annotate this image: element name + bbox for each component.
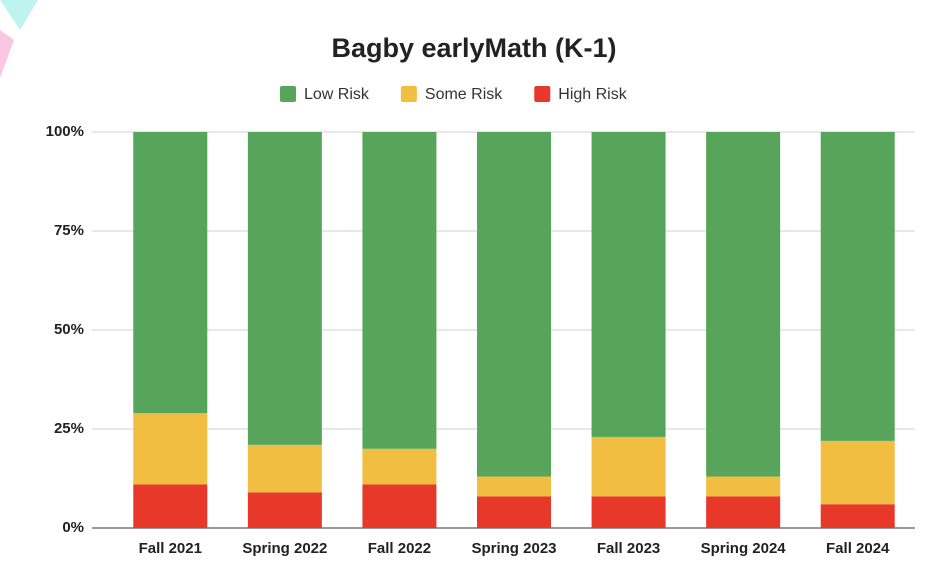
corner-decoration [0, 0, 38, 30]
legend-swatch [534, 86, 551, 102]
bar-segment [820, 504, 895, 528]
bar-segment [591, 496, 666, 528]
bar-segment [133, 413, 208, 485]
y-tick-label: 0% [62, 519, 84, 536]
legend-swatch [280, 86, 296, 102]
bar-segment [591, 132, 666, 437]
bar-segment [247, 444, 322, 493]
x-tick-label: Spring 2022 [242, 540, 327, 557]
legend-label: Low Risk [304, 86, 370, 103]
bar-segment [706, 132, 781, 477]
bar-segment [133, 132, 208, 414]
x-tick-label: Fall 2023 [597, 540, 660, 557]
bar-segment [477, 132, 551, 477]
y-tick-label: 100% [46, 123, 84, 140]
bar-segment [247, 132, 322, 445]
bar-segment [362, 132, 437, 449]
bar-segment [133, 484, 208, 528]
bar-segment [820, 132, 895, 441]
bar-segment [820, 440, 895, 505]
y-tick-label: 75% [54, 222, 84, 239]
x-tick-label: Fall 2022 [368, 540, 431, 557]
bar-segment [362, 484, 437, 528]
bar-segment [477, 496, 551, 528]
chart-title: Bagby earlyMath (K-1) [331, 33, 616, 63]
bar-segment [591, 436, 666, 497]
legend-swatch [400, 86, 417, 102]
bar-segment [477, 476, 551, 497]
bar-segment [247, 492, 322, 528]
legend-label: High Risk [558, 86, 627, 103]
y-tick-label: 25% [54, 420, 84, 437]
bar-segment [706, 496, 781, 528]
legend-label: Some Risk [425, 86, 503, 103]
x-tick-label: Fall 2024 [826, 540, 890, 557]
corner-decoration [0, 30, 14, 78]
x-tick-label: Fall 2021 [139, 540, 202, 557]
bar-segment [706, 476, 781, 497]
bar-segment [362, 448, 437, 485]
x-tick-label: Spring 2024 [701, 540, 787, 557]
y-tick-label: 50% [54, 321, 84, 338]
x-tick-label: Spring 2023 [471, 540, 556, 557]
